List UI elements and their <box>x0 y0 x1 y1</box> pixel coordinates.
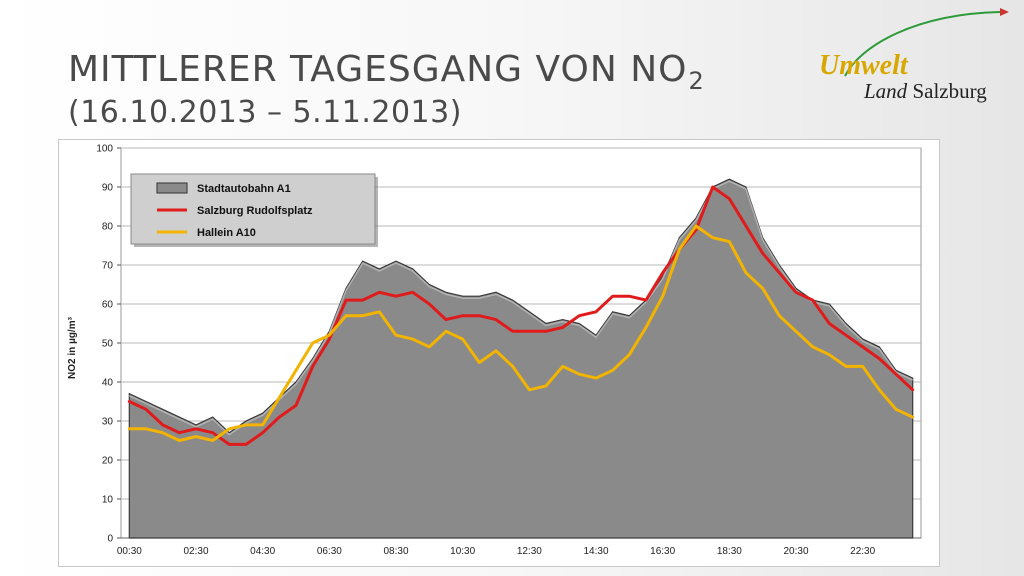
x-tick-label: 06:30 <box>317 546 342 557</box>
x-tick-label: 16:30 <box>650 546 675 557</box>
x-tick-label: 12:30 <box>517 546 542 557</box>
x-tick-label: 08:30 <box>383 546 408 557</box>
x-tick-label: 18:30 <box>717 546 742 557</box>
title-text: MITTLERER TAGESGANG VON NO <box>68 49 688 90</box>
x-tick-label: 00:30 <box>117 546 142 557</box>
x-tick-label: 20:30 <box>783 546 808 557</box>
y-tick-label: 20 <box>102 456 114 467</box>
y-tick-label: 30 <box>102 417 114 428</box>
y-tick-label: 90 <box>102 183 114 194</box>
logo-swoosh-icon <box>844 8 1009 77</box>
title-line-1: MITTLERER TAGESGANG VON NO2 <box>68 49 705 94</box>
x-tick-label: 04:30 <box>250 546 275 557</box>
area-highlight <box>128 180 914 436</box>
y-tick-label: 60 <box>102 300 114 311</box>
title-date-range: (16.10.2013 – 5.11.2013) <box>68 95 462 130</box>
x-tick-label: 22:30 <box>850 546 875 557</box>
y-tick-label: 50 <box>102 339 114 350</box>
x-tick-label: 14:30 <box>583 546 608 557</box>
legend-entry-label: Salzburg Rudolfsplatz <box>197 205 313 217</box>
x-tick-label: 10:30 <box>450 546 475 557</box>
logo-land-word: Land <box>864 79 908 103</box>
no2-daily-cycle-chart: 0 10 20 30 40 50 60 70 80 90 100 00:30 02:30 04:30 06:… <box>58 139 940 567</box>
y-tick-label: 100 <box>96 144 113 155</box>
legend-swatch-area <box>156 182 188 194</box>
legend-entry-label: Hallein A10 <box>197 227 256 239</box>
title-subscript: 2 <box>688 67 705 95</box>
y-tick-label: 0 <box>107 534 113 545</box>
line-salzburg-rudolfsplatz <box>127 185 915 446</box>
y-tick-label: 40 <box>102 378 114 389</box>
y-axis-label: NO2 in µg/m³ <box>67 316 78 379</box>
logo-umwelt-text: Umwelt <box>819 50 908 81</box>
y-tick-label: 80 <box>102 222 114 233</box>
chart-canvas: 0 10 20 30 40 50 60 70 80 90 100 00:30 02:30 04:30 06:… <box>67 144 922 557</box>
x-tick-label: 02:30 <box>183 546 208 557</box>
legend-entry-label: Stadtautobahn A1 <box>197 183 291 195</box>
logo-land-salzburg-text: Land Salzburg <box>864 79 987 104</box>
slide-title: MITTLERER TAGESGANG VON NO2 (16.10.2013 … <box>68 52 705 128</box>
line-hallein-a10 <box>127 224 915 442</box>
y-tick-label: 70 <box>102 261 114 272</box>
logo-salzburg-word: Salzburg <box>907 79 987 103</box>
umwelt-land-salzburg-logo: Umwelt Land Salzburg <box>815 6 1020 106</box>
y-tick-label: 10 <box>102 495 114 506</box>
